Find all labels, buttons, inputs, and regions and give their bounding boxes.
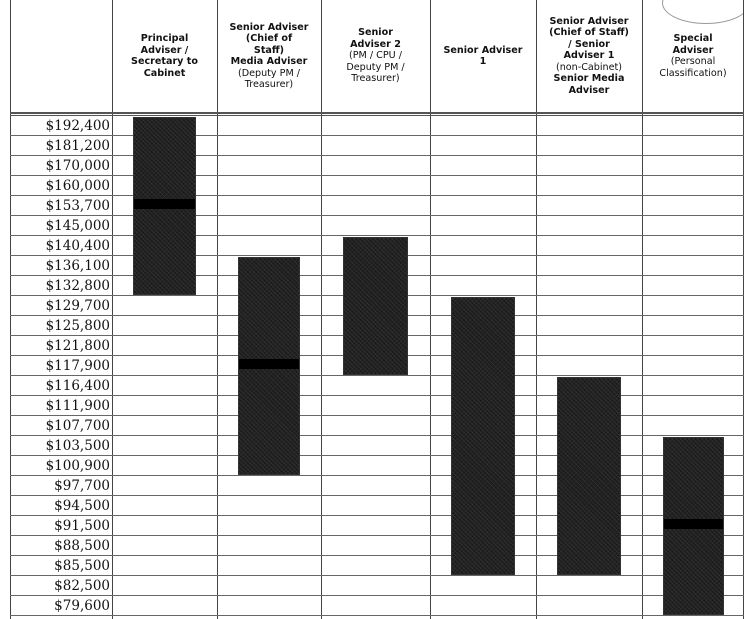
- header-text: Treasurer): [351, 73, 400, 85]
- header-text: 1: [479, 56, 487, 67]
- salary-level: $85,500: [54, 558, 110, 574]
- header-text: Senior Media: [553, 73, 625, 85]
- salary-range-bar: [451, 297, 515, 575]
- header-text: Adviser: [672, 44, 714, 56]
- header-text: (Personal: [670, 56, 716, 67]
- salary-level: $136,100: [45, 258, 110, 274]
- header-text: Secretary to: [131, 56, 198, 67]
- column-header: Special Adviser (Personal Classification): [644, 0, 742, 112]
- midpoint-mark: [664, 519, 723, 529]
- column-header: Senior Adviser 1: [432, 0, 534, 112]
- header-text: Classification): [659, 67, 727, 79]
- salary-level: $140,400: [45, 238, 110, 254]
- salary-level: $132,800: [45, 278, 110, 294]
- column-divider: [642, 0, 643, 619]
- header-text: Senior: [358, 27, 393, 39]
- salary-level: $192,400: [45, 118, 110, 134]
- row-divider: [10, 515, 744, 516]
- header-text: Adviser /: [140, 44, 189, 56]
- header-text: Adviser: [568, 84, 610, 96]
- midpoint-mark: [134, 199, 195, 209]
- row-divider: [10, 135, 744, 136]
- column-header: Principal Adviser / Secretary to Cabinet: [114, 0, 215, 112]
- salary-level: $116,400: [45, 378, 110, 394]
- salary-level: $103,500: [45, 438, 110, 454]
- header-text: Adviser 2: [350, 38, 401, 50]
- header-text: Staff): [253, 44, 285, 56]
- header-text: Special: [673, 33, 713, 44]
- salary-level: $79,600: [54, 598, 110, 614]
- salary-level: $107,700: [45, 418, 110, 434]
- salary-level: $94,500: [54, 498, 110, 514]
- row-divider: [10, 395, 744, 396]
- header-rule: [10, 112, 744, 114]
- salary-level: $153,700: [45, 198, 110, 214]
- salary-level: $111,900: [45, 398, 110, 414]
- salary-level: $181,200: [45, 138, 110, 154]
- row-divider: [10, 175, 744, 176]
- column-header: Senior Adviser (Chief of Staff) Media Advis…: [219, 0, 319, 112]
- header-text: Media Adviser: [230, 56, 308, 67]
- row-divider: [10, 575, 744, 576]
- row-divider: [10, 115, 744, 116]
- column-divider: [10, 0, 11, 619]
- row-divider: [10, 375, 744, 376]
- row-divider: [10, 475, 744, 476]
- header-text: Principal: [140, 33, 189, 44]
- salary-level: $97,700: [54, 478, 110, 494]
- midpoint-mark: [239, 359, 299, 369]
- row-divider: [10, 435, 744, 436]
- row-divider: [10, 535, 744, 536]
- salary-range-bar: [663, 437, 724, 615]
- row-divider: [10, 235, 744, 236]
- salary-range-bar: [343, 237, 408, 375]
- row-divider: [10, 155, 744, 156]
- salary-range-bar: [557, 377, 621, 575]
- row-divider: [10, 495, 744, 496]
- salary-level: $160,000: [45, 178, 110, 194]
- header-text: (Chief of: [245, 33, 293, 44]
- header-text: Senior Adviser: [443, 44, 523, 56]
- salary-level: $121,800: [45, 338, 110, 354]
- column-header: Senior Adviser (Chief of Staff) / Senior Ad…: [538, 0, 640, 112]
- header-text: (PM / CPU /: [349, 50, 402, 62]
- row-divider: [10, 595, 744, 596]
- salary-level: $145,000: [45, 218, 110, 234]
- header-text: / Senior: [568, 38, 610, 50]
- row-divider: [10, 455, 744, 456]
- column-divider: [112, 0, 113, 619]
- column-divider: [217, 0, 218, 619]
- header-text: (Chief of Staff): [549, 27, 629, 39]
- row-divider: [10, 615, 744, 616]
- salary-level: $91,500: [54, 518, 110, 534]
- row-divider: [10, 215, 744, 216]
- salary-range-bar: [238, 257, 300, 475]
- header-text: Deputy PM /: [346, 61, 405, 73]
- header-text: (Deputy PM /: [237, 67, 301, 79]
- row-divider: [10, 555, 744, 556]
- column-divider: [321, 0, 322, 619]
- salary-level: $129,700: [45, 298, 110, 314]
- header-text: Adviser 1: [563, 50, 615, 62]
- salary-level: $117,900: [45, 358, 110, 374]
- row-divider: [10, 415, 744, 416]
- header-text: Senior Adviser: [549, 15, 629, 27]
- header-text: Senior Adviser: [229, 21, 309, 33]
- header-text: Cabinet: [143, 67, 186, 79]
- column-header: Senior Adviser 2 (PM / CPU / Deputy PM / Tre…: [323, 0, 428, 112]
- salary-level: $100,900: [45, 458, 110, 474]
- salary-range-bar: [133, 117, 196, 295]
- salary-band-table: Principal Adviser / Secretary to Cabinet Sen…: [10, 0, 744, 619]
- row-divider: [10, 195, 744, 196]
- salary-level: $82,500: [54, 578, 110, 594]
- salary-level: $125,800: [45, 318, 110, 334]
- header-text: (non-Cabinet): [555, 61, 623, 73]
- column-divider: [536, 0, 537, 619]
- salary-level: $170,000: [45, 158, 110, 174]
- column-divider: [430, 0, 431, 619]
- salary-level: $88,500: [54, 538, 110, 554]
- header-text: Treasurer): [244, 79, 294, 90]
